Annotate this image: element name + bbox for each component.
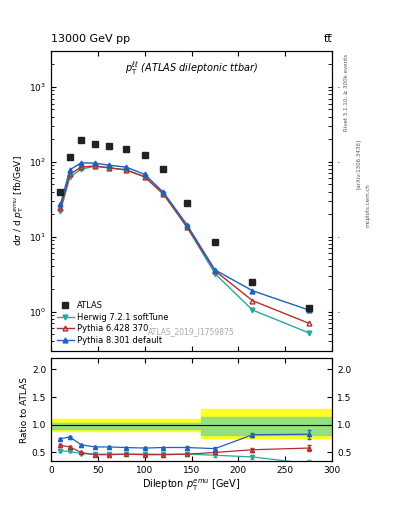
Pythia 6.428 370: [185, 224, 189, 230]
Herwig 7.2.1 softTune: [142, 174, 147, 180]
Pythia 6.428 370: [250, 297, 255, 304]
Herwig 7.2.1 softTune: [107, 165, 112, 171]
Legend: ATLAS, Herwig 7.2.1 softTune, Pythia 6.428 370, Pythia 8.301 default: ATLAS, Herwig 7.2.1 softTune, Pythia 6.4…: [55, 300, 170, 347]
Herwig 7.2.1 softTune: [250, 307, 255, 313]
Line: Herwig 7.2.1 softTune: Herwig 7.2.1 softTune: [58, 164, 311, 335]
ATLAS: [124, 145, 129, 152]
Pythia 6.428 370: [306, 320, 311, 326]
Text: 13000 GeV pp: 13000 GeV pp: [51, 33, 130, 44]
Text: mcplots.cern.ch: mcplots.cern.ch: [365, 183, 371, 227]
Pythia 8.301 default: [107, 162, 112, 168]
ATLAS: [79, 137, 83, 143]
Pythia 6.428 370: [93, 163, 97, 169]
Herwig 7.2.1 softTune: [58, 208, 63, 214]
Pythia 8.301 default: [58, 201, 63, 207]
ATLAS: [250, 279, 255, 285]
Text: Rivet 3.1.10, ≥ 300k events: Rivet 3.1.10, ≥ 300k events: [344, 54, 349, 131]
Pythia 6.428 370: [79, 164, 83, 170]
Pythia 6.428 370: [213, 268, 217, 274]
Pythia 8.301 default: [79, 160, 83, 166]
ATLAS: [161, 166, 166, 172]
Pythia 8.301 default: [213, 267, 217, 273]
Pythia 6.428 370: [107, 165, 112, 171]
Text: [arXiv:1306.3436]: [arXiv:1306.3436]: [356, 139, 361, 189]
Line: Pythia 8.301 default: Pythia 8.301 default: [58, 160, 311, 312]
Pythia 6.428 370: [68, 172, 72, 178]
ATLAS: [107, 142, 112, 148]
Pythia 6.428 370: [161, 191, 166, 197]
ATLAS: [185, 200, 189, 206]
Herwig 7.2.1 softTune: [68, 174, 72, 180]
Pythia 8.301 default: [306, 307, 311, 313]
Herwig 7.2.1 softTune: [161, 191, 166, 197]
Herwig 7.2.1 softTune: [185, 224, 189, 230]
Text: tt̅: tt̅: [323, 33, 332, 44]
Line: Pythia 6.428 370: Pythia 6.428 370: [58, 163, 311, 326]
Pythia 8.301 default: [250, 288, 255, 294]
X-axis label: Dilepton $p_\mathrm{T}^{emu}$ [GeV]: Dilepton $p_\mathrm{T}^{emu}$ [GeV]: [142, 477, 241, 493]
Pythia 8.301 default: [93, 160, 97, 166]
Text: $p_\mathrm{T}^{\ell\ell}$ (ATLAS dileptonic ttbar): $p_\mathrm{T}^{\ell\ell}$ (ATLAS dilepto…: [125, 60, 258, 77]
ATLAS: [58, 188, 63, 195]
Herwig 7.2.1 softTune: [213, 271, 217, 277]
Y-axis label: Ratio to ATLAS: Ratio to ATLAS: [20, 377, 29, 442]
ATLAS: [306, 305, 311, 311]
Text: ATLAS_2019_I1759875: ATLAS_2019_I1759875: [148, 327, 235, 336]
Pythia 8.301 default: [68, 167, 72, 173]
ATLAS: [68, 154, 72, 160]
Herwig 7.2.1 softTune: [124, 167, 129, 173]
Herwig 7.2.1 softTune: [306, 330, 311, 336]
Pythia 8.301 default: [124, 164, 129, 170]
Herwig 7.2.1 softTune: [79, 166, 83, 172]
Pythia 8.301 default: [185, 222, 189, 228]
Pythia 8.301 default: [142, 172, 147, 178]
Line: ATLAS: ATLAS: [57, 137, 312, 312]
Y-axis label: d$\sigma$ / d $p_\mathrm{T}^{emu}$ [fb/GeV]: d$\sigma$ / d $p_\mathrm{T}^{emu}$ [fb/G…: [13, 156, 26, 246]
Pythia 6.428 370: [124, 167, 129, 173]
ATLAS: [142, 152, 147, 158]
ATLAS: [93, 140, 97, 146]
ATLAS: [213, 239, 217, 245]
Herwig 7.2.1 softTune: [93, 163, 97, 169]
Pythia 6.428 370: [58, 205, 63, 211]
Pythia 8.301 default: [161, 189, 166, 196]
Pythia 6.428 370: [142, 174, 147, 180]
